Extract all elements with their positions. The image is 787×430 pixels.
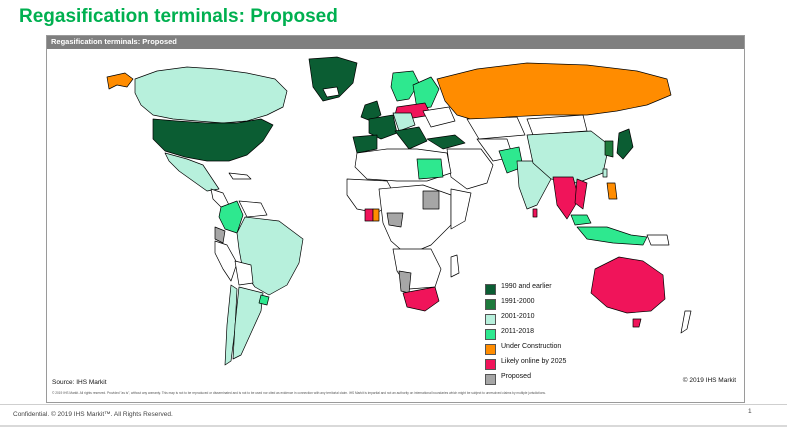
region-kazakhstan — [466, 116, 526, 140]
legend-label: Proposed — [501, 373, 531, 380]
map-legend: 1990 and earlier 1991-2000 2001-2010 2011-2… — [485, 282, 645, 387]
slide-title: Regasification terminals: Proposed — [19, 6, 338, 27]
region-philippines — [606, 182, 618, 200]
footer-confidential: Confidential. © 2019 IHS Markit™. All Ri… — [13, 411, 173, 418]
region-canada — [134, 66, 288, 124]
region-australia — [590, 256, 666, 314]
region-sri-lanka — [532, 208, 538, 218]
region-png — [646, 234, 670, 246]
legend-swatch — [485, 329, 496, 340]
region-myanmar-thailand — [552, 176, 580, 220]
region-new-zealand — [680, 310, 692, 334]
legend-item: Likely online by 2025 — [485, 357, 645, 372]
map-header: Regasification terminals: Proposed — [47, 36, 744, 49]
legend-label: Likely online by 2025 — [501, 358, 567, 365]
map-panel: Regasification terminals: Proposed — [46, 35, 745, 403]
region-vietnam — [574, 178, 588, 210]
region-argentina — [232, 286, 264, 360]
region-bolivia — [234, 260, 254, 286]
region-namibia — [398, 270, 412, 294]
legend-item: 1990 and earlier — [485, 282, 645, 297]
region-madagascar — [450, 254, 460, 278]
region-brazil — [236, 216, 304, 296]
region-cuba — [228, 172, 252, 180]
legend-label: 1990 and earlier — [501, 283, 552, 290]
source-note: Source: IHS Markit — [52, 379, 107, 386]
footer-divider — [0, 404, 787, 405]
legend-swatch — [485, 344, 496, 355]
world-map — [106, 56, 692, 366]
legend-label: 1991-2000 — [501, 298, 535, 305]
region-iceland — [322, 86, 340, 98]
region-greenland — [308, 56, 358, 102]
legend-swatch — [485, 284, 496, 295]
legend-item: Proposed — [485, 372, 645, 387]
region-ghana — [364, 208, 374, 222]
legend-item: 2001-2010 — [485, 312, 645, 327]
region-china — [526, 130, 610, 184]
region-chile — [224, 284, 238, 366]
region-central-america — [210, 188, 230, 208]
map-disclaimer: © 2019 IHS Markit. All rights reserved. … — [52, 391, 546, 395]
region-benin-togo — [372, 208, 380, 222]
legend-swatch — [485, 299, 496, 310]
region-peru — [214, 240, 238, 282]
region-iberia — [352, 134, 378, 154]
region-turkey — [426, 134, 466, 150]
map-header-title: Regasification terminals: Proposed — [51, 37, 177, 46]
region-cameroon-proposed — [386, 212, 404, 228]
legend-label: Under Construction — [501, 343, 562, 350]
region-italy-balkans — [394, 126, 428, 150]
region-south-africa — [402, 286, 440, 312]
page-number: 1 — [748, 408, 752, 415]
region-sudan-proposed — [422, 190, 440, 210]
region-japan — [616, 128, 634, 160]
legend-swatch — [485, 359, 496, 370]
region-indonesia — [576, 226, 648, 246]
region-norway — [390, 70, 420, 102]
region-egypt — [416, 158, 444, 180]
legend-item: Under Construction — [485, 342, 645, 357]
region-uruguay — [258, 294, 270, 306]
region-malaysia — [570, 214, 592, 226]
map-copyright: © 2019 IHS Markit — [682, 377, 736, 384]
region-tasmania — [632, 318, 642, 328]
region-usa — [152, 118, 274, 162]
region-korea — [604, 140, 614, 158]
legend-swatch — [485, 374, 496, 385]
region-taiwan — [602, 168, 608, 178]
legend-item: 1991-2000 — [485, 297, 645, 312]
region-russia — [436, 62, 672, 122]
region-alaska — [106, 72, 134, 90]
region-ukraine — [422, 106, 456, 128]
legend-item: 2011-2018 — [485, 327, 645, 342]
bottom-divider — [0, 425, 787, 427]
region-venezuela — [238, 200, 268, 218]
legend-label: 2001-2010 — [501, 313, 535, 320]
legend-swatch — [485, 314, 496, 325]
legend-label: 2011-2018 — [501, 328, 534, 335]
region-middle-east — [446, 148, 494, 190]
region-east-africa — [450, 188, 472, 230]
region-france-benelux — [368, 114, 398, 140]
region-germany-central — [392, 112, 416, 132]
region-ecuador — [214, 226, 226, 244]
